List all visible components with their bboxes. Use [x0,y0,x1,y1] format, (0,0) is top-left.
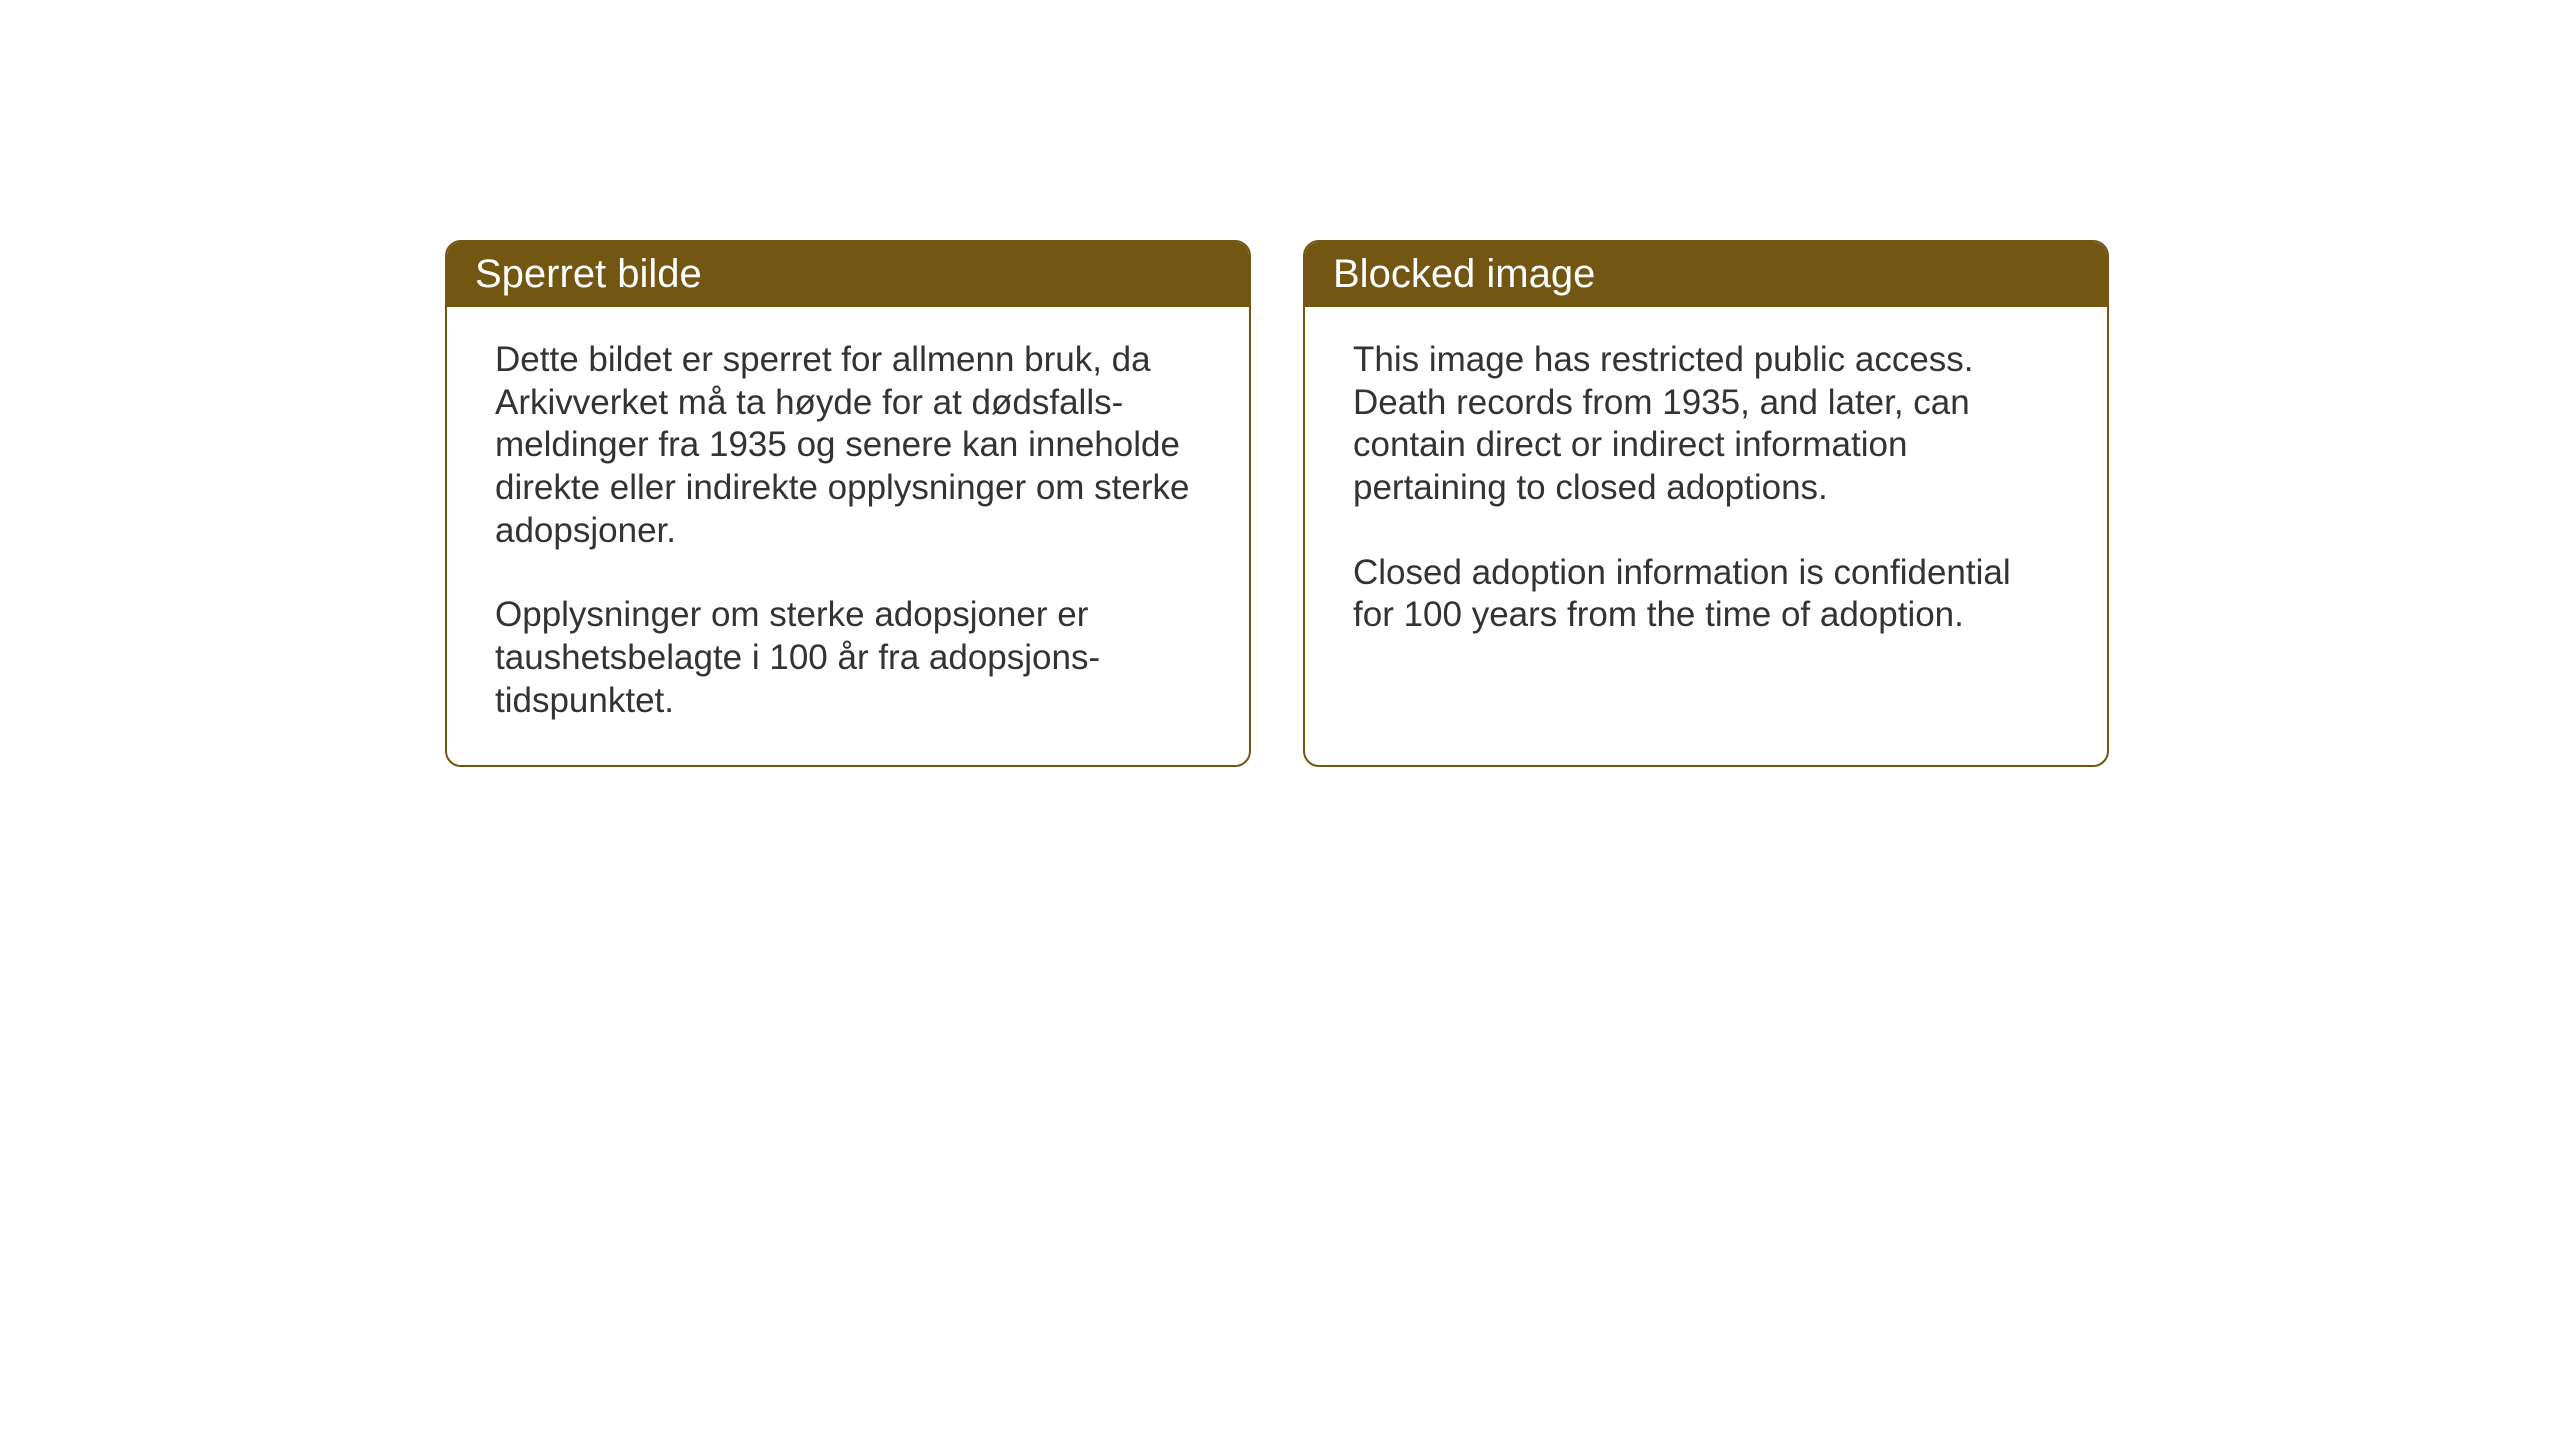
english-paragraph-1: This image has restricted public access.… [1353,339,2059,510]
norwegian-paragraph-2: Opplysninger om sterke adopsjoner er tau… [495,594,1201,722]
english-card: Blocked image This image has restricted … [1303,240,2109,767]
english-card-body: This image has restricted public access.… [1305,307,2107,679]
english-card-title: Blocked image [1333,252,1595,296]
english-paragraph-2: Closed adoption information is confident… [1353,552,2059,637]
norwegian-card: Sperret bilde Dette bildet er sperret fo… [445,240,1251,767]
english-card-header: Blocked image [1305,242,2107,307]
norwegian-card-body: Dette bildet er sperret for allmenn bruk… [447,307,1249,765]
norwegian-card-title: Sperret bilde [475,252,702,296]
norwegian-paragraph-1: Dette bildet er sperret for allmenn bruk… [495,339,1201,552]
norwegian-card-header: Sperret bilde [447,242,1249,307]
cards-container: Sperret bilde Dette bildet er sperret fo… [445,240,2109,767]
